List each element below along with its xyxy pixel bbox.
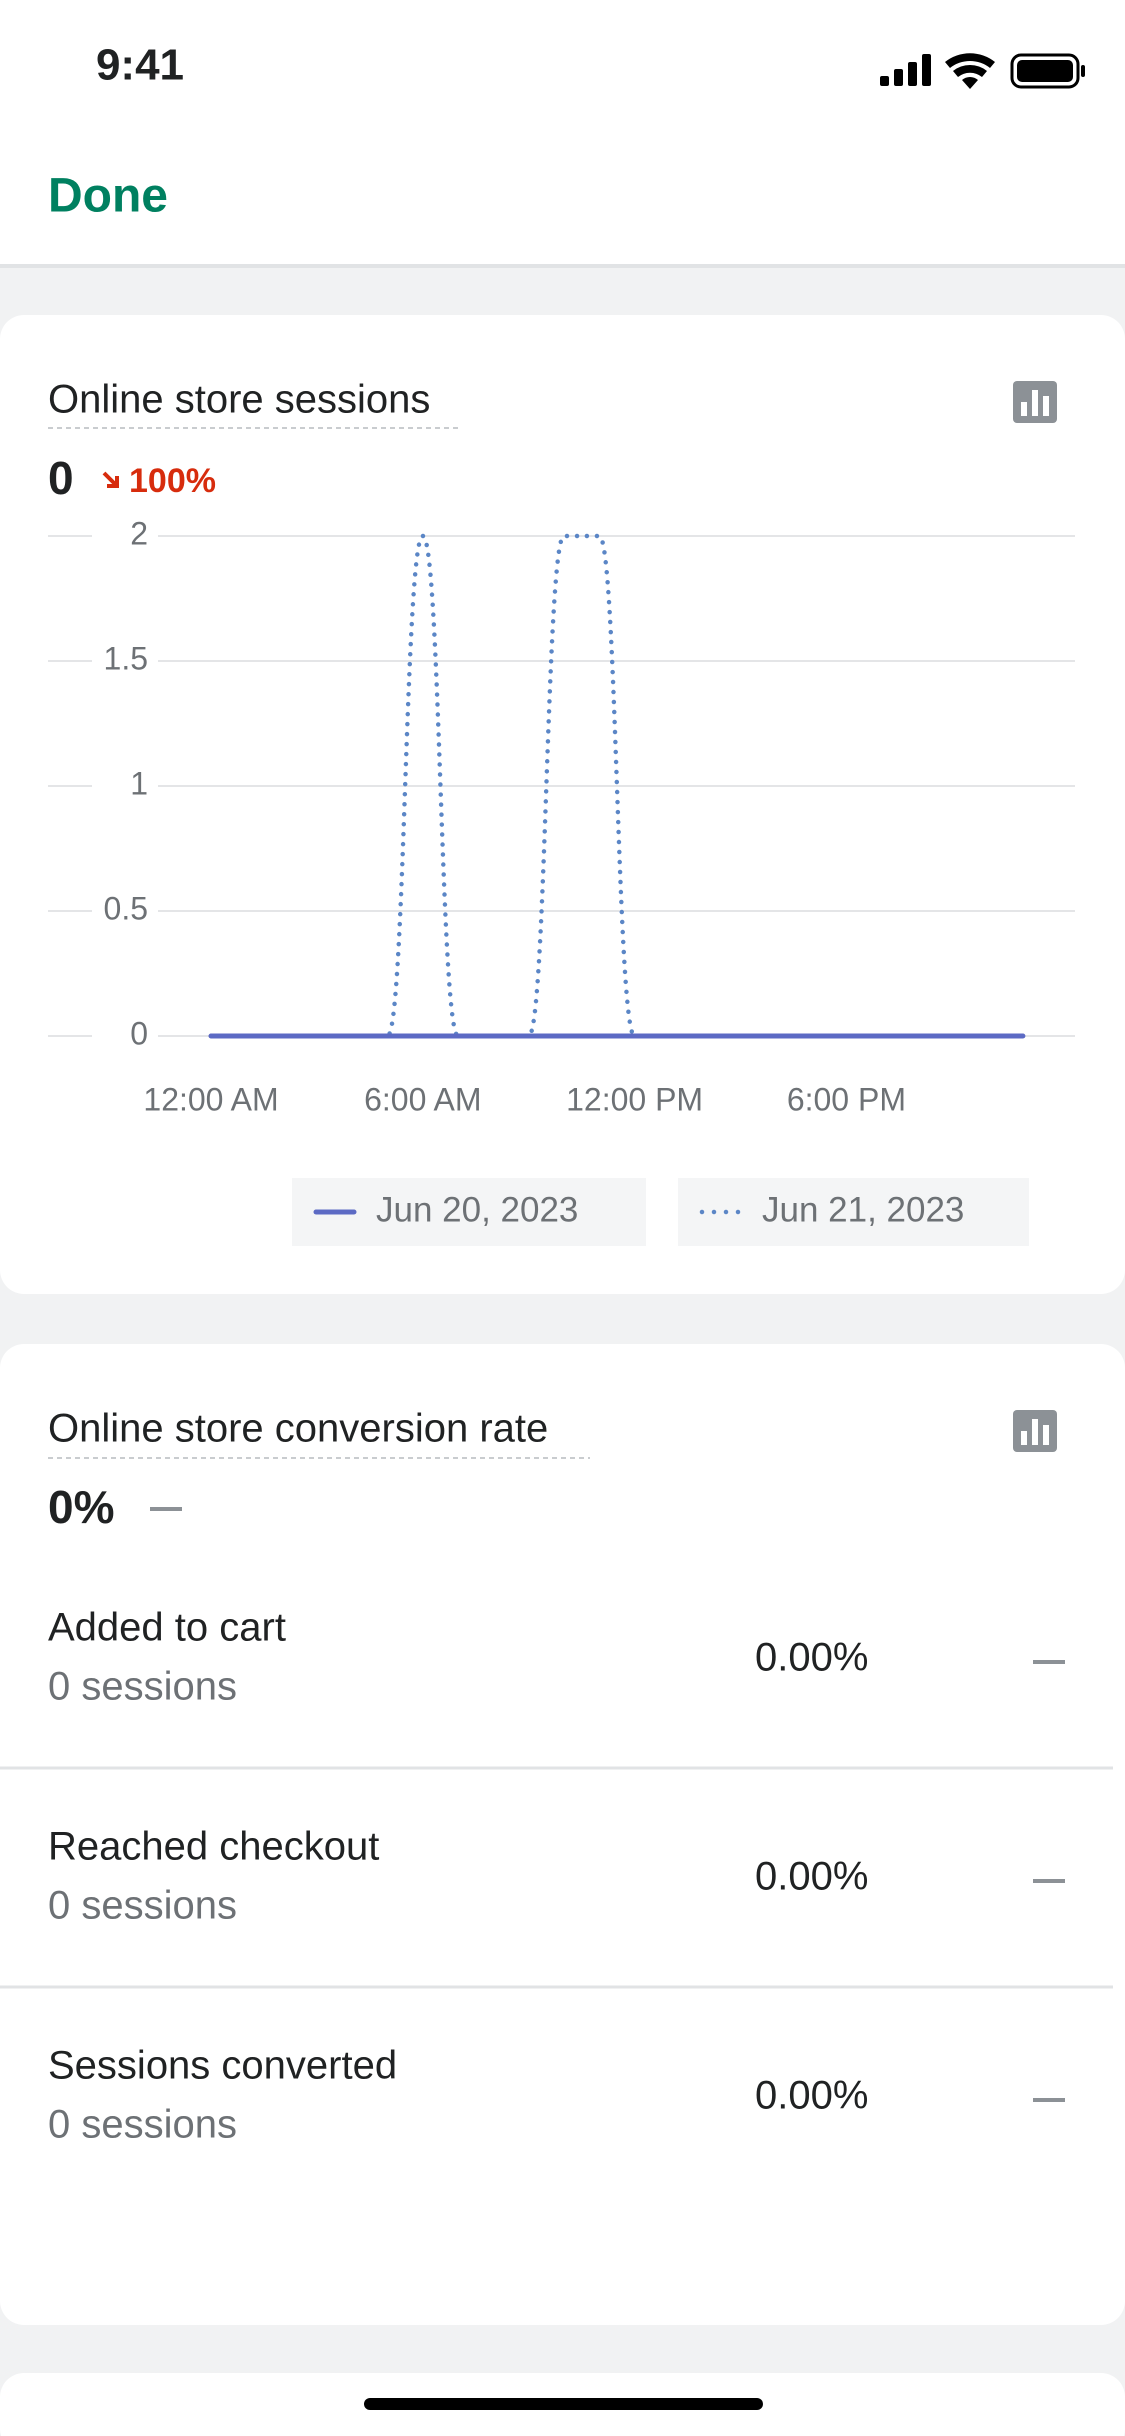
sessions-title: Online store sessions [48, 378, 430, 422]
chart-icon[interactable] [1013, 381, 1057, 423]
sessions-change: 100% [129, 462, 216, 500]
status-icons [880, 53, 1085, 89]
sessions-card [0, 315, 1125, 1294]
x-tick-label: 12:00 PM [566, 1081, 703, 1117]
row-label: Added to cart [48, 1606, 286, 1650]
home-indicator [364, 2398, 763, 2410]
tick-label-bg [92, 768, 158, 804]
row-label: Reached checkout [48, 1825, 379, 1869]
y-tick-label: 2 [130, 515, 148, 551]
tick-label-bg [92, 1018, 158, 1054]
header-shadow [0, 264, 1125, 268]
conversion-card [0, 1344, 1125, 2325]
y-tick-label: 0 [130, 1015, 148, 1051]
conversion-value: 0% [48, 1481, 114, 1533]
row-label: Sessions converted [48, 2044, 397, 2088]
chart-icon[interactable] [1013, 1410, 1057, 1452]
row-sessions: 0 sessions [48, 1884, 237, 1928]
y-tick-label: 1 [130, 765, 148, 801]
down-arrow [102, 471, 119, 488]
row-sessions: 0 sessions [48, 2103, 237, 2147]
legend-label: Jun 20, 2023 [376, 1190, 578, 1229]
done-button[interactable]: Done [48, 170, 168, 223]
conversion-title: Online store conversion rate [48, 1407, 548, 1451]
tick-label-bg [92, 893, 158, 929]
y-tick-label: 0.5 [104, 890, 148, 926]
x-tick-label: 6:00 PM [787, 1081, 906, 1117]
status-time: 9:41 [96, 41, 184, 90]
tick-label-bg [92, 518, 158, 554]
x-tick-label: 6:00 AM [364, 1081, 481, 1117]
row-rate: 0.00% [755, 1855, 868, 1899]
header [0, 0, 1125, 264]
y-tick-label: 1.5 [104, 640, 148, 676]
x-tick-label: 12:00 AM [143, 1081, 278, 1117]
legend-label: Jun 21, 2023 [762, 1190, 964, 1229]
row-rate: 0.00% [755, 1636, 868, 1680]
row-sessions: 0 sessions [48, 1665, 237, 1709]
sessions-value: 0 [48, 452, 74, 504]
tick-label-bg [92, 643, 158, 679]
row-rate: 0.00% [755, 2074, 868, 2118]
